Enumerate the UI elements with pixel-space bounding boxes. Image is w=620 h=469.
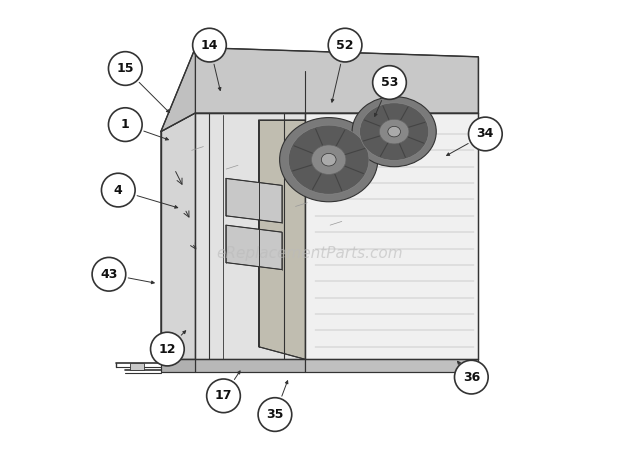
Ellipse shape <box>280 118 378 202</box>
Ellipse shape <box>311 145 346 174</box>
Circle shape <box>454 360 488 394</box>
Ellipse shape <box>321 153 336 166</box>
Ellipse shape <box>288 125 369 194</box>
Text: 34: 34 <box>477 128 494 140</box>
Polygon shape <box>161 113 195 359</box>
Circle shape <box>328 28 362 62</box>
Text: 53: 53 <box>381 76 398 89</box>
Circle shape <box>92 257 126 291</box>
Polygon shape <box>161 359 195 372</box>
Circle shape <box>258 398 292 431</box>
Text: 36: 36 <box>463 371 480 384</box>
Circle shape <box>108 52 142 85</box>
Polygon shape <box>259 120 305 359</box>
Ellipse shape <box>352 97 436 166</box>
Text: 52: 52 <box>336 38 354 52</box>
Circle shape <box>108 108 142 142</box>
Circle shape <box>102 173 135 207</box>
Circle shape <box>469 117 502 151</box>
Text: 4: 4 <box>114 183 123 197</box>
Circle shape <box>151 332 184 366</box>
Circle shape <box>193 28 226 62</box>
Polygon shape <box>305 359 479 372</box>
Polygon shape <box>195 113 305 359</box>
Text: 1: 1 <box>121 118 130 131</box>
Ellipse shape <box>388 126 401 137</box>
Text: eReplacementParts.com: eReplacementParts.com <box>216 246 404 261</box>
Text: 17: 17 <box>215 389 232 402</box>
Ellipse shape <box>379 119 409 144</box>
Polygon shape <box>226 225 282 270</box>
Circle shape <box>206 379 241 413</box>
Polygon shape <box>226 178 282 223</box>
Bar <box>130 363 144 370</box>
Circle shape <box>373 66 406 99</box>
Polygon shape <box>195 359 305 372</box>
Text: 14: 14 <box>201 38 218 52</box>
Text: 15: 15 <box>117 62 134 75</box>
Ellipse shape <box>360 103 428 160</box>
Polygon shape <box>161 47 195 132</box>
Text: 43: 43 <box>100 268 118 281</box>
Polygon shape <box>305 113 479 359</box>
Polygon shape <box>195 47 479 113</box>
Text: 35: 35 <box>266 408 283 421</box>
Text: 12: 12 <box>159 342 176 356</box>
